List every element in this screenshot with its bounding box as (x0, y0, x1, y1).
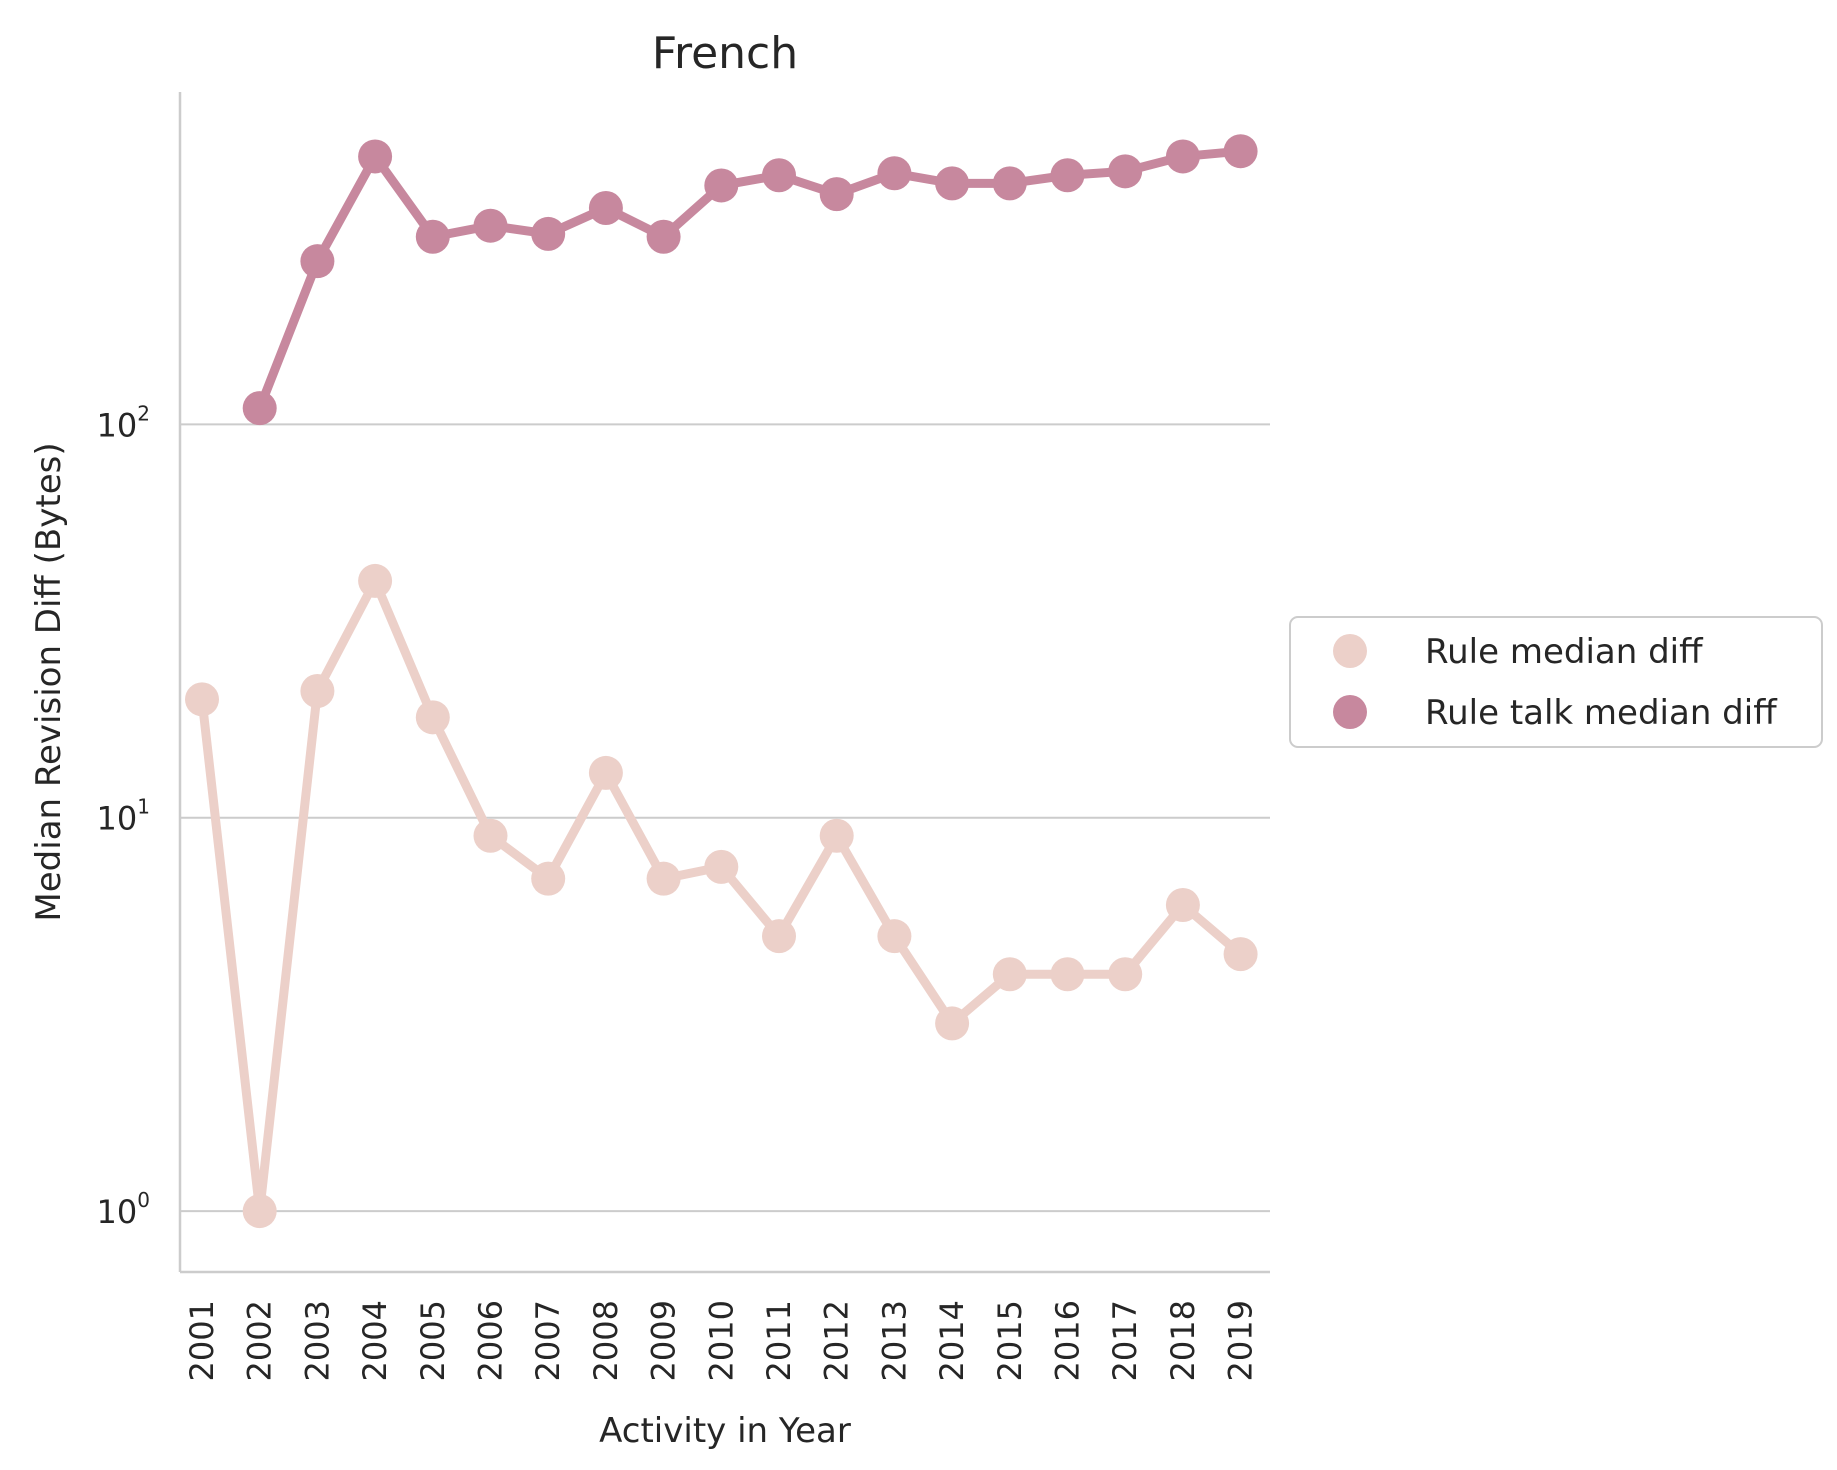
data-point (242, 391, 277, 426)
x-tick-label: 2018 (1164, 1300, 1202, 1381)
data-point (935, 1006, 970, 1041)
data-point (531, 861, 566, 896)
data-point (415, 700, 450, 735)
data-point (819, 818, 854, 853)
data-point (1108, 154, 1143, 189)
series-1 (242, 134, 1258, 426)
data-point (762, 919, 796, 954)
data-point (819, 177, 854, 212)
series-layer (185, 134, 1258, 1229)
grid-layer (180, 423, 1270, 1213)
data-point (1223, 937, 1258, 972)
series-0 (185, 563, 1258, 1229)
data-point (646, 861, 681, 896)
chart-title: French (652, 28, 798, 79)
y-tick-exponent: 0 (137, 1188, 150, 1212)
x-tick-label: 2017 (1106, 1300, 1144, 1381)
data-point (415, 219, 450, 254)
data-point (242, 1194, 277, 1229)
x-tick-label: 2011 (760, 1300, 798, 1381)
legend-marker-rule-median-diff (1333, 634, 1367, 668)
x-tick-label: 2015 (991, 1300, 1029, 1381)
x-tick-label: 2013 (875, 1300, 913, 1381)
x-tick-label: 2010 (702, 1300, 740, 1381)
series-line (255, 146, 1246, 413)
data-point (358, 563, 393, 598)
y-tick-base: 10 (97, 800, 138, 838)
data-point (762, 158, 796, 193)
data-point (704, 849, 739, 884)
data-point (704, 168, 739, 203)
data-point (588, 190, 623, 225)
data-point (992, 957, 1027, 992)
data-point (935, 166, 970, 201)
data-point (1108, 957, 1143, 992)
x-tick-label: 2004 (356, 1300, 394, 1381)
x-tick-label: 2006 (472, 1300, 510, 1381)
x-tick-label: 2001 (183, 1300, 221, 1381)
data-point (992, 166, 1027, 201)
x-tick-label: 2014 (933, 1300, 971, 1381)
y-tick-exponent: 1 (137, 795, 150, 819)
legend-label-rule-median-diff: Rule median diff (1425, 632, 1704, 672)
data-point (531, 216, 566, 251)
data-point (473, 818, 508, 853)
x-tick-label: 2002 (241, 1300, 279, 1381)
y-tick-exponent: 2 (137, 401, 150, 425)
x-tick-label: 2009 (645, 1300, 683, 1381)
data-point (358, 139, 393, 174)
legend-box (1289, 616, 1823, 748)
data-point (588, 755, 623, 790)
data-point (1165, 139, 1200, 174)
data-point (473, 208, 508, 243)
data-point (1223, 134, 1258, 169)
y-tick-label: 102 (97, 401, 150, 444)
y-tick-base: 10 (97, 406, 138, 444)
x-tick-labels: 2001 2002 2003 2004 2005 2006 2007 2008 2009 2010… (183, 1300, 1260, 1381)
x-tick-label: 2007 (529, 1300, 567, 1381)
legend: Rule median diff Rule talk median diff (1289, 616, 1823, 748)
x-axis-label: Activity in Year (599, 1411, 851, 1451)
data-point (300, 673, 335, 708)
y-tick-label: 100 (97, 1188, 150, 1231)
x-tick-label: 2005 (414, 1300, 452, 1381)
legend-marker-rule-talk-median-diff (1333, 695, 1367, 729)
y-tick-label: 101 (97, 795, 150, 838)
data-point (300, 244, 335, 279)
data-point (646, 219, 681, 254)
data-point (1050, 158, 1085, 193)
series-line (197, 576, 1246, 1216)
data-point (877, 156, 912, 191)
x-tick-label: 2016 (1049, 1300, 1087, 1381)
data-point (877, 919, 912, 954)
data-point (1050, 957, 1085, 992)
y-tick-base: 10 (97, 1193, 138, 1231)
x-tick-label: 2008 (587, 1300, 625, 1381)
x-tick-label: 2012 (818, 1300, 856, 1381)
x-tick-label: 2019 (1222, 1300, 1260, 1381)
x-tick-label: 2003 (298, 1300, 336, 1381)
y-axis-label: Median Revision Diff (Bytes) (29, 442, 69, 921)
data-point (1165, 887, 1200, 922)
legend-label-rule-talk-median-diff: Rule talk median diff (1425, 693, 1778, 733)
data-point (185, 682, 219, 717)
